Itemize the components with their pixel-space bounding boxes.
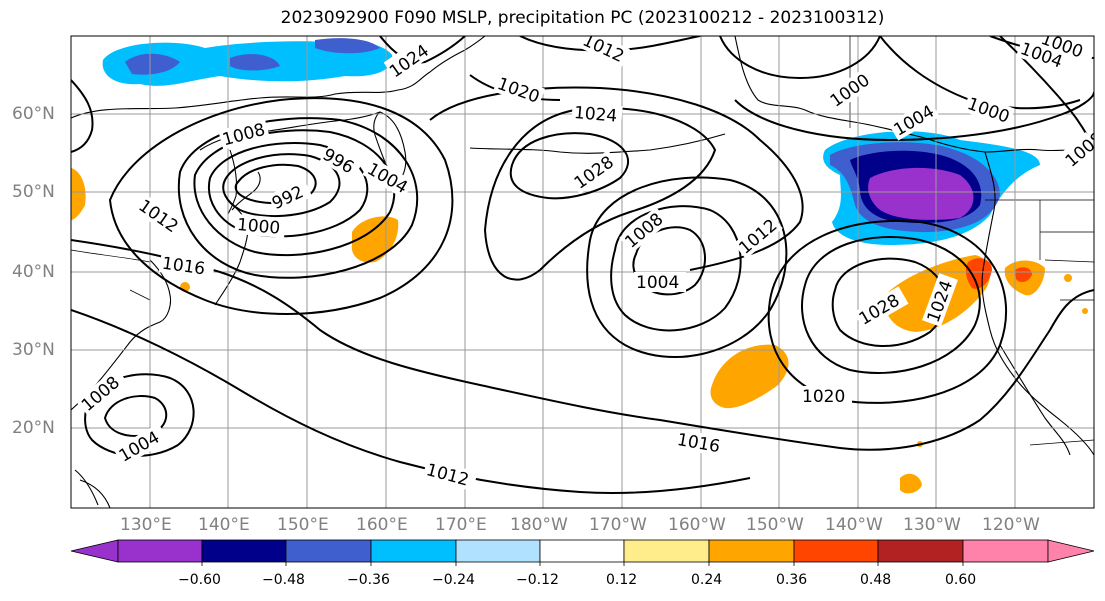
precip-area-gulf-ak-purple [868, 167, 974, 220]
colorbar-segment [1047, 539, 1095, 563]
precip-dot [1082, 308, 1088, 314]
precip-area-hawaii-orange [710, 344, 789, 409]
lon-label: 120°W [982, 515, 1040, 535]
isobar-label: 1004 [636, 273, 679, 293]
colorbar [70, 539, 1095, 566]
colorbar-tick-label: −0.48 [262, 572, 305, 588]
colorbar-segment [708, 539, 795, 563]
coast-philippines [79, 479, 111, 508]
coast-bc-oregon [981, 151, 1094, 456]
colorbar-segment [70, 539, 119, 563]
lon-label: 150°E [277, 515, 329, 535]
colorbar-segment [285, 539, 372, 563]
lon-label: 140°E [198, 515, 250, 535]
isobar-label: 1020 [802, 387, 845, 407]
lon-label: 130°W [903, 515, 961, 535]
colorbar-tick-label: 0.60 [945, 572, 977, 588]
colorbar-segment [793, 539, 879, 563]
lon-label: 140°W [825, 515, 883, 535]
isobar-1028-east [831, 257, 947, 348]
colorbar-segment [877, 539, 964, 563]
lat-label: 40°N [12, 262, 55, 282]
graticule [71, 36, 1094, 508]
colorbar-segment [962, 539, 1049, 563]
isobar-1012-center [586, 176, 788, 358]
isobar-1012-west [108, 97, 454, 315]
colorbar-segment [370, 539, 457, 563]
isobar-1028-north [509, 132, 630, 200]
isobar-1008-south [84, 373, 195, 457]
lon-label: 160°E [356, 515, 408, 535]
isobar-996 [222, 153, 341, 218]
isobar-1000-ak [719, 36, 881, 80]
colorbar-tick-label: −0.24 [432, 572, 475, 588]
map-title: 2023092900 F090 MSLP, precipitation PC (… [280, 8, 885, 28]
isobar-1004-south [103, 395, 168, 437]
lon-label: 150°W [746, 515, 804, 535]
border-asia [71, 249, 151, 301]
isobar-1000 [207, 142, 369, 238]
isobar-1004-ak [734, 91, 1094, 142]
isobar-1024-north [483, 107, 717, 281]
isobar-label: 1024 [573, 103, 618, 127]
coast-siberia [71, 36, 486, 119]
isobar-1012-south [71, 309, 751, 495]
coast-japan-north [231, 171, 261, 211]
coast-baja [999, 344, 1071, 456]
lat-label: 20°N [12, 418, 55, 438]
precip-area-great-basin-red [1015, 267, 1032, 283]
colorbar-segment [623, 539, 710, 563]
colorbar-segment [455, 539, 541, 563]
isobar-1024-bering [379, 36, 466, 64]
colorbar-tick-label: 0.12 [606, 572, 638, 588]
isobar-1024-east [801, 236, 981, 374]
lat-label: 30°N [12, 340, 55, 360]
isobar-1016 [71, 239, 1094, 451]
isobar-label: 1000 [236, 215, 281, 239]
coast-taiwan [74, 469, 99, 506]
lon-label: 130°E [120, 515, 172, 535]
coast-alaska [734, 36, 1094, 153]
precip-area-calif-red [965, 258, 992, 289]
precip-area-baja-orange [900, 473, 922, 494]
precip-area-westedge-orange [71, 168, 86, 220]
colorbar-tick-label: −0.60 [178, 572, 221, 588]
colorbar-tick-label: 0.48 [860, 572, 892, 588]
colorbar-segment [201, 539, 287, 563]
lon-label: 170°E [435, 515, 487, 535]
isobar-west-edge [71, 79, 94, 153]
colorbar-segment [539, 539, 625, 563]
precip-area-bering-mid [230, 54, 280, 71]
border-states [1039, 200, 1094, 301]
lon-label: 170°W [589, 515, 647, 535]
colorbar-tick-label: 0.24 [691, 572, 723, 588]
precip-dot [1064, 274, 1072, 282]
colorbar-tick-label: −0.36 [347, 572, 390, 588]
colorbar-tick-label: −0.12 [516, 572, 559, 588]
coast-sakhalin [227, 149, 238, 215]
precip-area-bering-mid [125, 53, 180, 75]
lon-label: 180°W [510, 515, 568, 535]
lon-label: 160°W [668, 515, 726, 535]
political-borders [71, 36, 1094, 446]
colorbar-segment [117, 539, 203, 563]
lat-label: 60°N [12, 104, 55, 124]
isobar-1004-west [193, 129, 396, 257]
map-frame [70, 35, 1095, 509]
isobar-1008-center [610, 205, 742, 332]
isobar-1008-west [177, 117, 419, 279]
border-us-mexico [1029, 439, 1094, 446]
colorbar-tick-label: 0.36 [776, 572, 808, 588]
precip-area-bering-mid [315, 38, 380, 54]
lat-label: 50°N [12, 182, 55, 202]
